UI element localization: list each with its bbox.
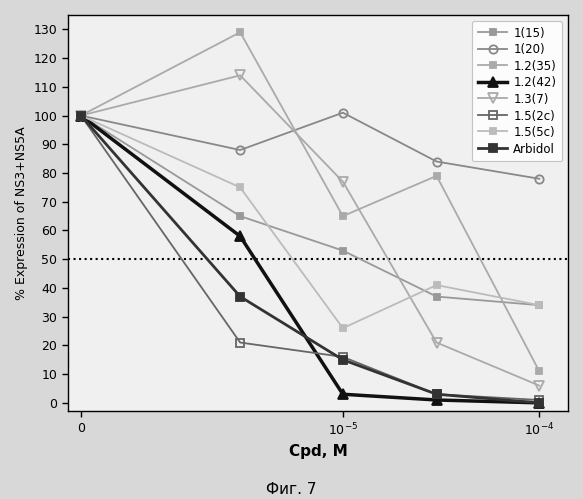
Line: 1.2(35): 1.2(35) <box>78 29 543 375</box>
X-axis label: Cpd, M: Cpd, M <box>289 444 347 459</box>
1.2(42) <box>339 391 346 397</box>
1.5(5c) <box>433 282 440 288</box>
1.5(2c) <box>78 113 85 119</box>
1.3(7) <box>237 72 244 78</box>
1.2(35) <box>339 213 346 219</box>
Arbidol <box>78 113 85 119</box>
Line: 1.5(2c): 1.5(2c) <box>77 111 543 404</box>
Arbidol <box>433 391 440 397</box>
1.2(42) <box>237 233 244 239</box>
1.5(2c) <box>237 339 244 345</box>
1(20) <box>78 113 85 119</box>
Text: Фиг. 7: Фиг. 7 <box>266 482 317 497</box>
1.2(35) <box>78 113 85 119</box>
1.5(5c) <box>339 325 346 331</box>
1(20) <box>536 176 543 182</box>
1.5(5c) <box>536 302 543 308</box>
1.5(2c) <box>433 391 440 397</box>
1(15) <box>536 302 543 308</box>
Line: 1.2(42): 1.2(42) <box>76 111 544 408</box>
1(15) <box>433 293 440 299</box>
1(15) <box>339 248 346 253</box>
1.2(35) <box>433 173 440 179</box>
1(20) <box>433 159 440 165</box>
Arbidol <box>339 357 346 363</box>
1.2(35) <box>536 368 543 374</box>
1(15) <box>78 113 85 119</box>
Arbidol <box>237 293 244 299</box>
Arbidol <box>536 400 543 406</box>
1.5(2c) <box>339 354 346 360</box>
1.3(7) <box>339 179 346 185</box>
1(20) <box>237 147 244 153</box>
1.3(7) <box>536 383 543 389</box>
Legend: 1(15), 1(20), 1.2(35), 1.2(42), 1.3(7), 1.5(2c), 1.5(5c), Arbidol: 1(15), 1(20), 1.2(35), 1.2(42), 1.3(7), … <box>472 21 562 162</box>
1.2(42) <box>433 397 440 403</box>
1.2(42) <box>78 113 85 119</box>
1.3(7) <box>78 113 85 119</box>
Line: 1(20): 1(20) <box>77 108 543 183</box>
1(20) <box>339 110 346 116</box>
Line: 1.5(5c): 1.5(5c) <box>78 112 543 332</box>
1(15) <box>237 213 244 219</box>
Y-axis label: % Expression of NS3+NS5A: % Expression of NS3+NS5A <box>15 126 28 300</box>
1.5(5c) <box>78 113 85 119</box>
1.2(35) <box>237 29 244 35</box>
1.2(42) <box>536 400 543 406</box>
Line: Arbidol: Arbidol <box>77 111 543 407</box>
1.3(7) <box>433 339 440 345</box>
Line: 1.3(7): 1.3(7) <box>76 70 544 391</box>
1.5(5c) <box>237 185 244 191</box>
1.5(2c) <box>536 397 543 403</box>
Line: 1(15): 1(15) <box>78 112 543 309</box>
